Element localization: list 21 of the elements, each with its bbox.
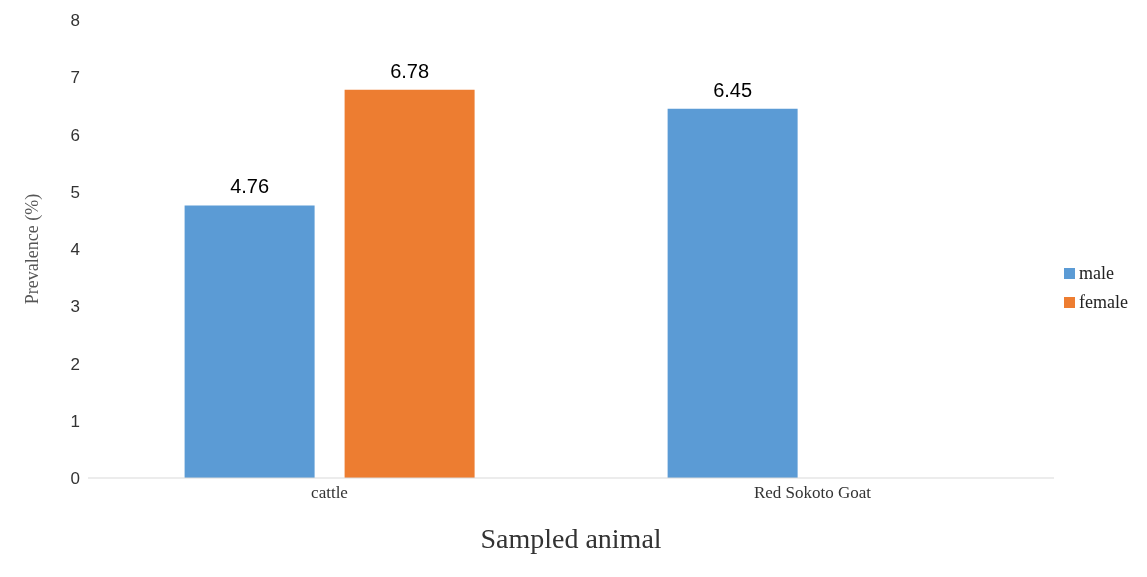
y-tick-label: 7 bbox=[70, 68, 80, 88]
y-tick-label: 0 bbox=[70, 469, 80, 489]
y-tick-label: 4 bbox=[70, 240, 80, 260]
y-tick-label: 6 bbox=[70, 125, 80, 145]
bar bbox=[667, 108, 798, 478]
bar bbox=[344, 89, 475, 478]
data-label: 4.76 bbox=[230, 175, 270, 198]
legend-label: male bbox=[1079, 263, 1115, 284]
y-tick-label: 5 bbox=[70, 182, 80, 202]
data-label: 6.45 bbox=[713, 78, 753, 101]
y-tick-label: 1 bbox=[70, 411, 80, 431]
data-label: 6.78 bbox=[390, 59, 430, 82]
x-tick-label: cattle bbox=[311, 483, 348, 503]
x-tick-label: Red Sokoto Goat bbox=[753, 483, 872, 503]
y-tick-label: 3 bbox=[70, 297, 80, 317]
legend-label: female bbox=[1079, 292, 1128, 313]
y-axis-title: Prevalence (%) bbox=[22, 193, 44, 305]
x-axis-title: Sampled animal bbox=[480, 523, 662, 554]
y-tick-label: 8 bbox=[70, 11, 80, 31]
y-tick-label: 2 bbox=[70, 354, 80, 374]
bar bbox=[184, 205, 315, 478]
